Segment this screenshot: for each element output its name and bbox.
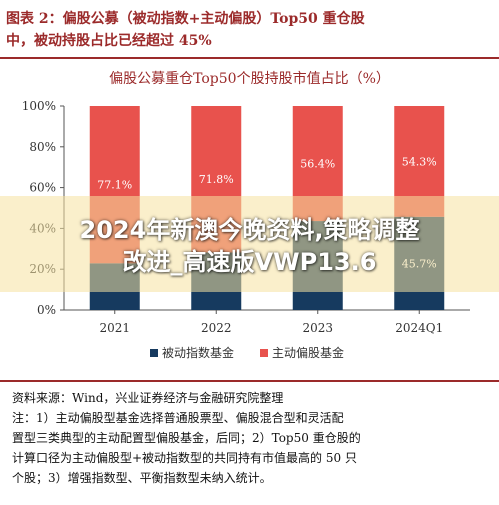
watermark-line-2: 改进_高速版VWP13.6 — [122, 248, 377, 276]
y-tick-label: 60% — [29, 181, 56, 195]
watermark-text: 2024年新澳今晚资料,策略调整 改进_高速版VWP13.6 — [0, 214, 499, 278]
y-tick-label: 0% — [37, 303, 56, 317]
x-tick-label: 2023 — [302, 321, 333, 335]
legend-swatch — [150, 349, 158, 357]
y-tick-label: 80% — [29, 140, 56, 154]
watermark-line-1: 2024年新澳今晚资料,策略调整 — [79, 216, 420, 244]
chart-title: 偏股公募重仓Top50个股持股市值占比（%） — [109, 71, 390, 87]
x-tick-label: 2022 — [201, 321, 232, 335]
y-tick-label: 100% — [22, 99, 56, 113]
note-line: 个股；3）增强指数型、平衡指数型未纳入统计。 — [12, 471, 272, 485]
figure-title-line-1: 图表 2：偏股公募（被动指数+主动偏股）Top50 重仓股 — [6, 11, 365, 27]
x-tick-label: 2024Q1 — [395, 321, 443, 335]
data-label: 54.3% — [402, 155, 437, 168]
legend-swatch — [260, 349, 268, 357]
data-label: 56.4% — [300, 158, 335, 171]
note-line: 注：1）主动偏股型基金选择普通股票型、偏股混合型和灵活配 — [12, 411, 344, 425]
figure-title: 图表 2：偏股公募（被动指数+主动偏股）Top50 重仓股 中，被动持股占比已经… — [6, 8, 494, 52]
legend-label: 被动指数基金 — [162, 345, 234, 360]
bottom-divider — [0, 380, 499, 382]
notes: 资料来源：Wind，兴业证券经济与金融研究院整理 注：1）主动偏股型基金选择普通… — [12, 388, 492, 488]
x-axis-labels: 2021 2022 2023 2024Q1 — [99, 310, 443, 335]
data-label: 71.8% — [199, 173, 234, 186]
x-tick-label: 2021 — [99, 321, 130, 335]
figure-title-line-2: 中，被动持股占比已经超过 45% — [6, 33, 212, 49]
legend: 被动指数基金 主动偏股基金 — [150, 345, 344, 360]
data-label: 77.1% — [97, 179, 132, 192]
note-line: 置型三类典型的主动配置型偏股基金，后同；2）Top50 重仓股的 — [12, 431, 361, 445]
top-divider — [0, 57, 499, 59]
legend-label: 主动偏股基金 — [272, 345, 344, 360]
source-line: 资料来源：Wind，兴业证券经济与金融研究院整理 — [12, 391, 284, 405]
note-line: 计算口径为主动偏股型+被动指数型的共同持有市值最高的 50 只 — [12, 451, 357, 465]
watermark-band — [0, 196, 499, 292]
